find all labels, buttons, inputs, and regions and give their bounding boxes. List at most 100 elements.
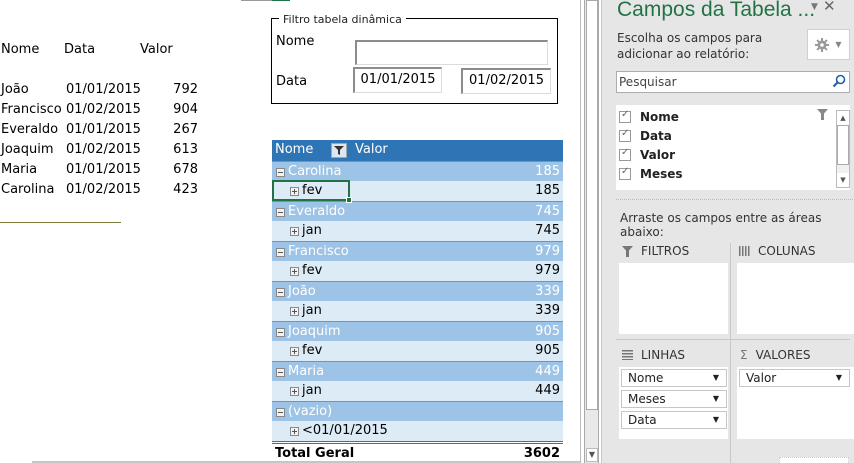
source-cell-data[interactable]: 01/02/2015 [66, 102, 141, 117]
collapse-icon[interactable] [276, 167, 285, 177]
update-button[interactable] [779, 457, 849, 463]
group-value: 979 [535, 244, 560, 259]
filter-nome-input[interactable] [355, 40, 548, 65]
chevron-down-icon[interactable]: ▼ [712, 373, 719, 382]
source-cell-data[interactable]: 01/01/2015 [66, 162, 141, 177]
pivot-child-row[interactable]: jan 339 [272, 301, 563, 321]
source-cell-nome[interactable]: Everaldo [1, 122, 59, 137]
pivot-child-row[interactable]: fev 905 [272, 341, 563, 361]
pivot-group-row[interactable]: (vazio) [272, 401, 563, 421]
child-value: 905 [535, 343, 560, 358]
source-cell-nome[interactable]: Carolina [1, 182, 55, 197]
columns-icon [739, 246, 750, 256]
tools-button[interactable]: ▼ [807, 29, 850, 60]
collapse-icon[interactable] [276, 367, 285, 377]
pivot-child-row[interactable]: jan 745 [272, 221, 563, 241]
expand-icon[interactable] [290, 266, 299, 276]
drag-hint: Arraste os campos entre as áreas abaixo: [620, 211, 822, 239]
source-cell-valor[interactable]: 792 [173, 82, 198, 97]
pivot-child-row[interactable]: jan 449 [272, 381, 563, 401]
pivot-group-row[interactable]: Joaquim 905 [272, 321, 563, 341]
group-value: 449 [535, 364, 560, 379]
source-cell-data[interactable]: 01/01/2015 [66, 82, 141, 97]
scrollbar-thumb[interactable] [837, 125, 849, 165]
source-cell-valor[interactable]: 678 [173, 162, 198, 177]
expand-icon[interactable] [290, 386, 299, 396]
scroll-down-arrow-icon[interactable]: ▼ [586, 448, 598, 462]
pivot-group-row[interactable]: Carolina 185 [272, 161, 563, 181]
row-label-filter-button[interactable] [331, 143, 347, 158]
checkbox[interactable] [619, 128, 631, 142]
scroll-down-arrow-icon[interactable]: ▼ [837, 173, 849, 187]
pivot-total-row[interactable]: Total Geral 3602 [272, 441, 563, 461]
scrollbar-thumb[interactable] [586, 0, 598, 410]
expand-icon[interactable] [290, 186, 299, 196]
pane-options-dropdown-icon[interactable]: ▼ [811, 2, 818, 12]
child-value: 745 [535, 223, 560, 238]
pivot-child-row[interactable]: fev 979 [272, 261, 563, 281]
area-valores-title: Σ VALORES [740, 348, 810, 362]
source-cell-valor[interactable]: 267 [173, 122, 198, 137]
chevron-down-icon[interactable]: ▼ [712, 394, 719, 403]
field-label: Data [640, 128, 672, 143]
chip-label: Nome [628, 371, 664, 385]
pivot-group-row[interactable]: Everaldo 745 [272, 201, 563, 221]
source-cell-nome[interactable]: Joaquim [1, 142, 54, 157]
collapse-icon[interactable] [276, 407, 285, 417]
field-item-data[interactable]: Data [619, 126, 672, 145]
collapse-icon[interactable] [276, 207, 285, 217]
area-colunas-dropzone[interactable] [737, 263, 854, 334]
collapse-icon[interactable] [276, 287, 285, 297]
linhas-field-chip[interactable]: Nome ▼ [621, 369, 727, 387]
linhas-field-chip[interactable]: Data ▼ [621, 411, 727, 429]
source-cell-data[interactable]: 01/02/2015 [66, 142, 141, 157]
source-cell-data[interactable]: 01/02/2015 [66, 182, 141, 197]
pivot-child-row[interactable]: <01/01/2015 [272, 421, 563, 441]
expand-icon[interactable] [290, 226, 299, 236]
filter-date-from-input[interactable]: 01/01/2015 [353, 67, 442, 93]
chevron-down-icon[interactable]: ▼ [712, 415, 719, 424]
checkbox[interactable] [619, 147, 631, 161]
child-value: 449 [535, 383, 560, 398]
pivot-group-row[interactable]: Maria 449 [272, 361, 563, 381]
linhas-field-chip[interactable]: Meses ▼ [621, 390, 727, 408]
source-cell-nome[interactable]: Francisco [1, 102, 62, 117]
source-cell-data[interactable]: 01/01/2015 [66, 122, 141, 137]
area-divider-vertical [730, 243, 731, 463]
collapse-icon[interactable] [276, 327, 285, 337]
expand-icon[interactable] [290, 426, 299, 436]
source-cell-nome[interactable]: João [1, 82, 29, 97]
chip-label: Meses [628, 392, 666, 406]
source-header-data: Data [64, 42, 96, 57]
area-filtros-dropzone[interactable] [619, 263, 728, 334]
expand-icon[interactable] [290, 306, 299, 316]
source-cell-valor[interactable]: 904 [173, 102, 198, 117]
collapse-icon[interactable] [276, 247, 285, 257]
chevron-down-icon[interactable]: ▼ [835, 373, 842, 382]
fill-handle[interactable] [346, 197, 352, 203]
scroll-up-arrow-icon[interactable]: ▲ [837, 111, 849, 125]
field-item-valor[interactable]: Valor [619, 145, 675, 164]
field-search-input[interactable]: Pesquisar [616, 71, 850, 93]
checkbox[interactable] [619, 166, 631, 180]
pivot-group-row[interactable]: João 339 [272, 281, 563, 301]
source-header-nome: Nome [1, 42, 40, 57]
child-label: <01/01/2015 [302, 423, 388, 438]
field-item-meses[interactable]: Meses [619, 164, 683, 183]
close-icon[interactable]: ✕ [823, 0, 836, 15]
source-cell-valor[interactable]: 613 [173, 142, 198, 157]
vertical-scrollbar[interactable]: ▼ [584, 0, 599, 463]
search-icon[interactable] [832, 74, 846, 88]
checkbox[interactable] [619, 109, 631, 123]
pivot-header-row: Nome Valor [272, 140, 563, 161]
field-item-nome[interactable]: Nome [619, 107, 679, 126]
source-cell-nome[interactable]: Maria [1, 162, 38, 177]
underline-decoration [0, 222, 121, 223]
source-cell-valor[interactable]: 423 [173, 182, 198, 197]
pivot-group-row[interactable]: Francisco 979 [272, 241, 563, 261]
filter-date-to-input[interactable]: 01/02/2015 [461, 68, 551, 94]
pivot-child-row[interactable]: fev 185 [272, 181, 563, 201]
field-list-scrollbar[interactable]: ▲ ▼ [836, 110, 850, 188]
expand-icon[interactable] [290, 346, 299, 356]
valores-field-chip[interactable]: Valor ▼ [739, 369, 850, 387]
